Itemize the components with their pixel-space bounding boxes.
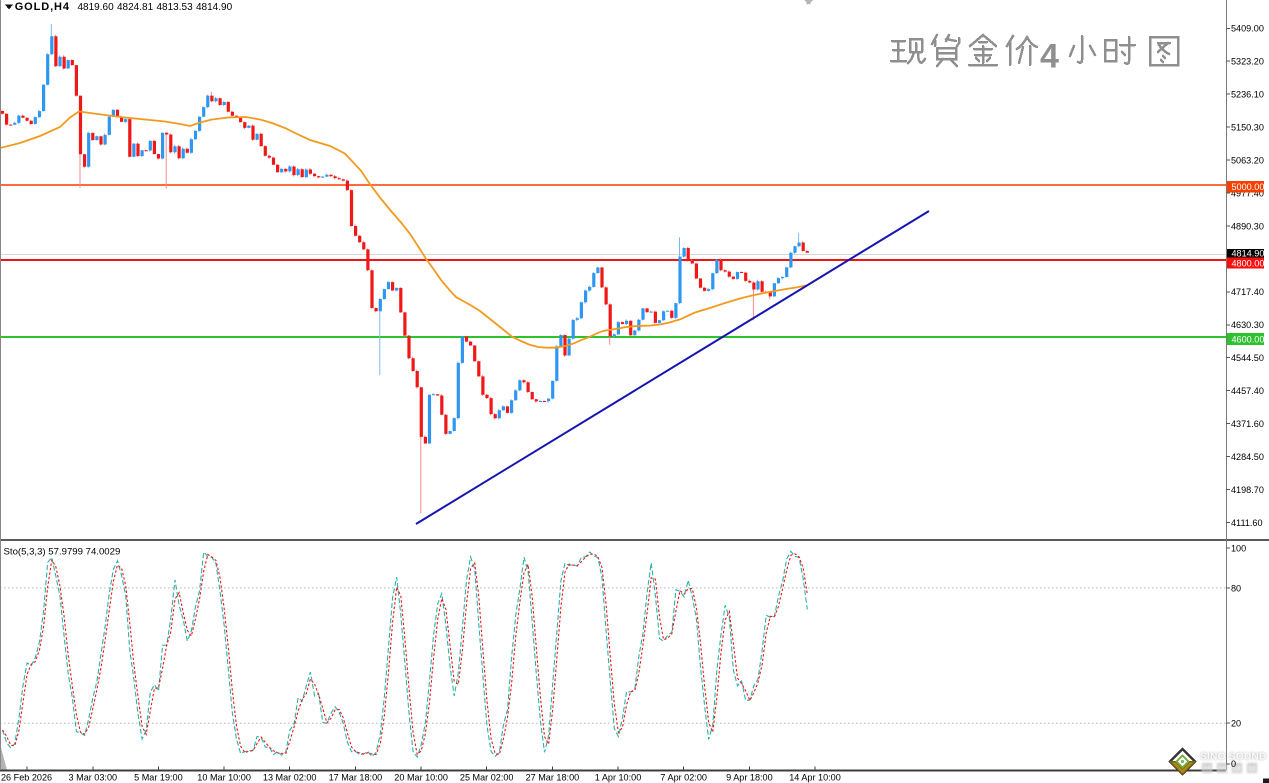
svg-text:26 Feb 2026: 26 Feb 2026 xyxy=(1,773,52,783)
svg-text:14 Apr 10:00: 14 Apr 10:00 xyxy=(789,773,841,783)
svg-text:4198.70: 4198.70 xyxy=(1231,485,1264,495)
svg-text:20 Mar 10:00: 20 Mar 10:00 xyxy=(394,773,448,783)
svg-text:17 Mar 18:00: 17 Mar 18:00 xyxy=(329,773,383,783)
svg-text:4814.90: 4814.90 xyxy=(1232,248,1265,258)
svg-text:100: 100 xyxy=(1231,543,1246,553)
svg-text:4819.60: 4819.60 xyxy=(78,2,115,13)
svg-text:4814.90: 4814.90 xyxy=(196,2,233,13)
svg-text:4544.50: 4544.50 xyxy=(1231,353,1264,363)
svg-text:5 Mar 19:00: 5 Mar 19:00 xyxy=(134,773,183,783)
svg-text:7 Apr 02:00: 7 Apr 02:00 xyxy=(660,773,707,783)
svg-text:SINO SOUND: SINO SOUND xyxy=(1200,752,1267,763)
svg-text:4600.00: 4600.00 xyxy=(1232,334,1265,344)
svg-text:4977.40: 4977.40 xyxy=(1231,188,1264,198)
svg-text:4717.40: 4717.40 xyxy=(1231,287,1264,297)
svg-text:4890.30: 4890.30 xyxy=(1231,221,1264,231)
svg-text:1 Apr 10:00: 1 Apr 10:00 xyxy=(595,773,642,783)
svg-text:Sto(5,3,3) 57.9799 74.0029: Sto(5,3,3) 57.9799 74.0029 xyxy=(4,547,121,558)
svg-text:4800.00: 4800.00 xyxy=(1232,258,1265,268)
svg-text:9 Apr 18:00: 9 Apr 18:00 xyxy=(726,773,773,783)
svg-text:5236.10: 5236.10 xyxy=(1231,90,1264,100)
svg-text:13 Mar 02:00: 13 Mar 02:00 xyxy=(263,773,317,783)
svg-text:4824.81: 4824.81 xyxy=(117,2,154,13)
svg-text:27 Mar 18:00: 27 Mar 18:00 xyxy=(526,773,580,783)
svg-text:SINO SOUND: SINO SOUND xyxy=(1200,752,1267,763)
svg-text:5150.30: 5150.30 xyxy=(1231,123,1264,133)
svg-text:4111.60: 4111.60 xyxy=(1231,518,1263,528)
svg-text:4630.30: 4630.30 xyxy=(1231,320,1264,330)
svg-text:4457.40: 4457.40 xyxy=(1231,386,1264,396)
svg-text:4371.60: 4371.60 xyxy=(1231,419,1264,429)
svg-text:80: 80 xyxy=(1231,583,1241,593)
svg-text:5000.00: 5000.00 xyxy=(1232,182,1265,192)
svg-text:20: 20 xyxy=(1231,719,1241,729)
svg-text:0: 0 xyxy=(1231,759,1236,769)
svg-text:4: 4 xyxy=(1040,38,1059,76)
svg-text:25 Mar 02:00: 25 Mar 02:00 xyxy=(460,773,514,783)
svg-text:3 Mar 03:00: 3 Mar 03:00 xyxy=(69,773,118,783)
svg-text:5409.00: 5409.00 xyxy=(1231,24,1264,34)
svg-text:5323.20: 5323.20 xyxy=(1231,57,1264,67)
svg-text:4813.53: 4813.53 xyxy=(157,2,194,13)
svg-text:GOLD,H4: GOLD,H4 xyxy=(15,1,70,13)
svg-text:4284.50: 4284.50 xyxy=(1231,452,1264,462)
svg-text:5063.20: 5063.20 xyxy=(1231,156,1264,166)
svg-text:10 Mar 10:00: 10 Mar 10:00 xyxy=(197,773,251,783)
